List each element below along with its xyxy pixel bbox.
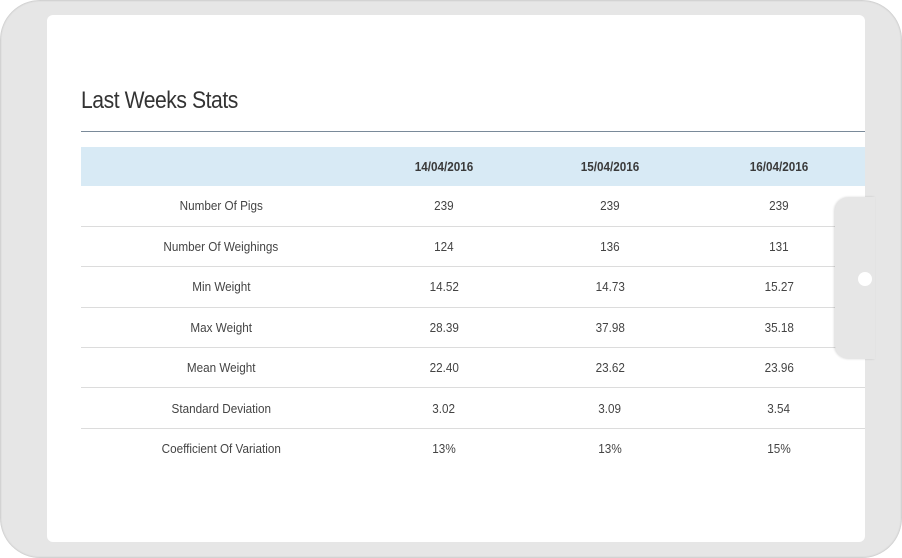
title-divider — [81, 131, 865, 132]
table-cell: 3.02 — [432, 400, 456, 416]
row-label: Standard Deviation — [171, 400, 271, 416]
tablet-screen: Last Weeks Stats 14/04/2016 15/04/2016 1… — [47, 15, 865, 542]
home-button-icon[interactable] — [858, 272, 872, 286]
table-row: Number Of Pigs 239 239 239 — [81, 186, 865, 227]
stats-table: 14/04/2016 15/04/2016 16/04/2016 Number … — [81, 147, 865, 469]
table-cell: 15.27 — [764, 279, 794, 295]
row-label: Mean Weight — [186, 360, 256, 376]
column-header-date: 15/04/2016 — [580, 159, 640, 174]
table-row: Coefficient Of Variation 13% 13% 15% — [81, 428, 865, 468]
table-cell: 13% — [432, 441, 456, 457]
row-label: Number Of Weighings — [163, 239, 279, 255]
table-cell: 23.96 — [764, 360, 794, 376]
column-header-date: 16/04/2016 — [749, 159, 809, 174]
table-cell: 35.18 — [764, 319, 794, 335]
row-label: Max Weight — [190, 319, 252, 335]
table-row: Min Weight 14.52 14.73 15.27 — [81, 267, 865, 308]
table-cell: 239 — [600, 198, 620, 214]
table-cell: 136 — [600, 239, 620, 255]
table-cell: 15% — [767, 441, 791, 457]
table-row: Number Of Weighings 124 136 131 — [81, 226, 865, 267]
row-label: Number Of Pigs — [179, 198, 263, 214]
table-cell: 124 — [434, 239, 454, 255]
row-label: Coefficient Of Variation — [161, 441, 281, 457]
table-cell: 28.39 — [429, 319, 459, 335]
column-header-date: 14/04/2016 — [414, 159, 474, 174]
table-cell: 239 — [769, 198, 789, 214]
table-row: Standard Deviation 3.02 3.09 3.54 — [81, 388, 865, 429]
table-cell: 3.09 — [598, 400, 622, 416]
table-row: Max Weight 28.39 37.98 35.18 — [81, 307, 865, 348]
table-cell: 23.62 — [595, 360, 625, 376]
table-cell: 14.73 — [595, 279, 625, 295]
table-row: Mean Weight 22.40 23.62 23.96 — [81, 348, 865, 388]
table-cell: 37.98 — [595, 319, 625, 335]
table-cell: 13% — [598, 441, 622, 457]
row-label: Min Weight — [191, 279, 251, 295]
table-header-row: 14/04/2016 15/04/2016 16/04/2016 — [81, 147, 865, 186]
table-cell: 14.52 — [429, 279, 459, 295]
page-title: Last Weeks Stats — [81, 87, 238, 114]
table-cell: 131 — [769, 239, 789, 255]
column-header-label — [95, 147, 347, 186]
table-cell: 3.54 — [767, 400, 791, 416]
table-cell: 22.40 — [429, 360, 459, 376]
table-cell: 239 — [434, 198, 454, 214]
